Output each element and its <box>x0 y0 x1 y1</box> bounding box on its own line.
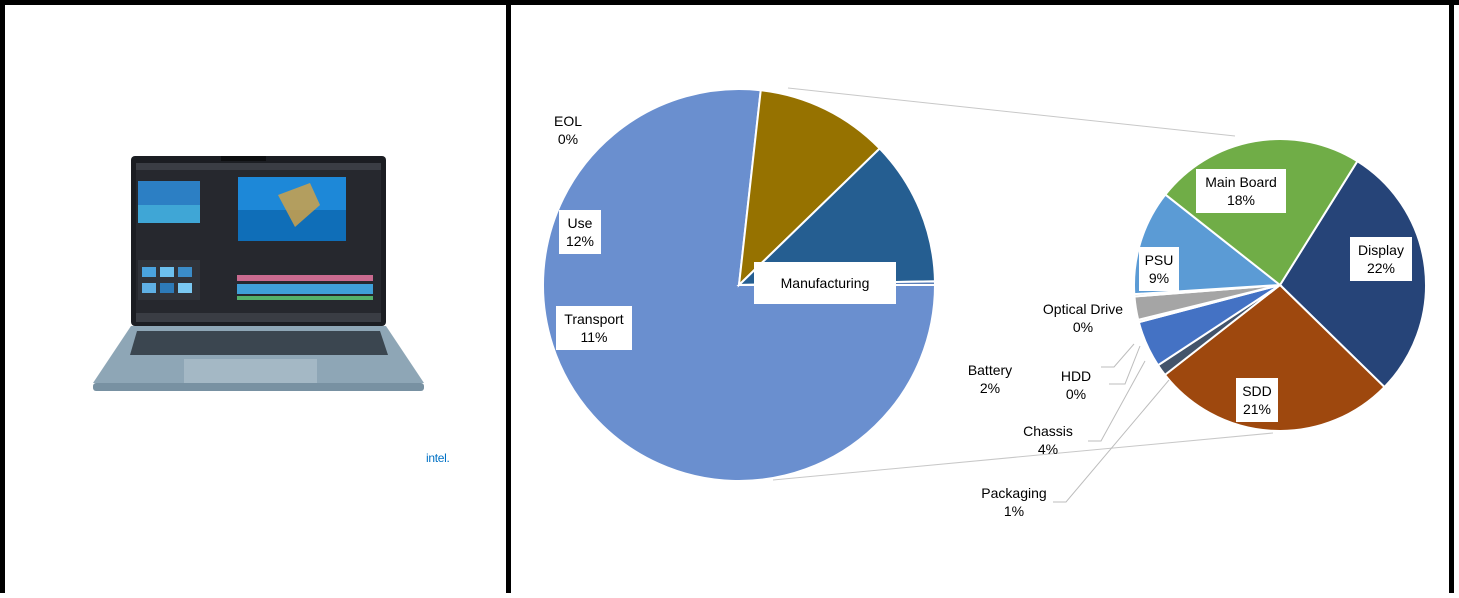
media-bin <box>138 260 200 300</box>
label-battery: Battery 2% <box>968 362 1012 396</box>
connector-lines <box>772 87 1274 481</box>
label-optical-drive-name: Optical Drive <box>1043 301 1123 317</box>
label-use-value: 12% <box>566 233 594 249</box>
center-divider <box>506 0 511 593</box>
pie-slice-transport <box>737 89 882 288</box>
label-hdd-value: 0% <box>1066 386 1086 402</box>
pie-slice-sdd <box>1163 283 1386 432</box>
label-eol: EOL 0% <box>554 113 582 147</box>
label-psu-name: PSU <box>1145 252 1174 268</box>
label-eol-value: 0% <box>558 131 578 147</box>
label-optical-drive-value: 0% <box>1073 319 1093 335</box>
label-display-name: Display <box>1358 242 1404 258</box>
touchpad <box>184 359 317 383</box>
label-hdd: HDD 0% <box>1061 368 1091 402</box>
label-use: Use 12% <box>559 210 601 254</box>
label-packaging-value: 1% <box>1004 503 1024 519</box>
left-border <box>0 0 5 593</box>
webcam-bar <box>221 156 266 161</box>
label-packaging-name: Packaging <box>981 485 1046 501</box>
taskbar <box>136 313 381 322</box>
label-transport-name: Transport <box>564 311 624 327</box>
label-packaging: Packaging 1% <box>981 485 1046 519</box>
label-optical-drive: Optical Drive 0% <box>1043 301 1123 335</box>
label-chassis-name: Chassis <box>1023 423 1073 439</box>
label-chassis-value: 4% <box>1038 441 1058 457</box>
label-chassis: Chassis 4% <box>1023 423 1073 457</box>
chart-svg: Manufacturing EOL 0% Use 12% Transport 11% Main… <box>542 87 1427 519</box>
top-border <box>0 0 1459 5</box>
product-image-panel: intel. <box>10 5 506 593</box>
label-hdd-name: HDD <box>1061 368 1091 384</box>
laptop-image <box>93 156 424 391</box>
label-sdd-value: 21% <box>1243 401 1271 417</box>
label-main-board-name: Main Board <box>1205 174 1277 190</box>
label-battery-value: 2% <box>980 380 1000 396</box>
label-main-board: Main Board 18% <box>1196 169 1286 213</box>
label-eol-name: EOL <box>554 113 582 129</box>
label-use-name: Use <box>568 215 593 231</box>
label-psu: PSU 9% <box>1139 247 1179 291</box>
label-transport-value: 11% <box>581 329 608 345</box>
label-display: Display 22% <box>1350 237 1412 281</box>
right-border <box>1449 0 1454 593</box>
label-battery-name: Battery <box>968 362 1012 378</box>
pie-slice-use <box>736 147 936 287</box>
label-manufacturing: Manufacturing <box>754 262 896 304</box>
keyboard <box>130 331 388 355</box>
pie-of-pie-chart: Manufacturing EOL 0% Use 12% Transport 11% Main… <box>513 5 1449 593</box>
pie-slice-manufacturing <box>542 88 937 482</box>
label-sdd: SDD 21% <box>1236 378 1278 422</box>
timeline-track <box>237 275 373 281</box>
label-sdd-name: SDD <box>1242 383 1272 399</box>
label-main-board-value: 18% <box>1227 192 1255 208</box>
label-display-value: 22% <box>1367 260 1395 276</box>
label-transport: Transport 11% <box>556 306 632 350</box>
leader-lines <box>1053 343 1170 503</box>
label-manufacturing-name: Manufacturing <box>781 275 870 291</box>
label-psu-value: 9% <box>1149 270 1169 286</box>
intel-logo: intel. <box>426 451 450 465</box>
